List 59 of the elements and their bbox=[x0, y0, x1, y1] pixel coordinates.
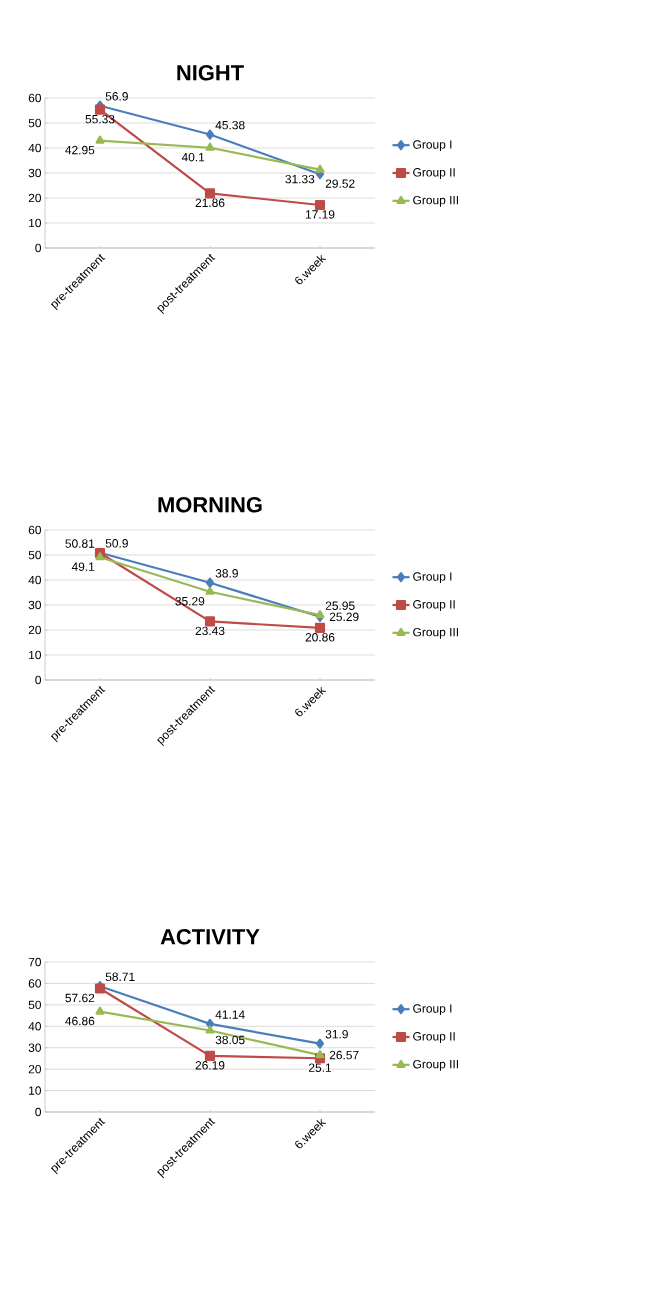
chart-title: ACTIVITY bbox=[160, 928, 260, 945]
data-label: 21.86 bbox=[195, 198, 225, 208]
y-tick-label: 40 bbox=[28, 143, 42, 153]
data-label: 23.43 bbox=[195, 626, 225, 636]
y-tick-label: 60 bbox=[28, 525, 42, 535]
data-label: 40.1 bbox=[181, 152, 205, 162]
legend-label: Group I bbox=[413, 140, 452, 152]
data-label: 42.95 bbox=[65, 145, 95, 155]
y-tick-label: 0 bbox=[35, 675, 42, 685]
y-tick-label: 10 bbox=[29, 1086, 42, 1095]
data-label: 17.19 bbox=[305, 210, 335, 219]
y-tick-label: 10 bbox=[29, 650, 42, 660]
y-tick-label: 40 bbox=[28, 1022, 42, 1031]
y-tick-label: 40 bbox=[28, 575, 42, 585]
chart-title: NIGHT bbox=[177, 64, 244, 81]
y-tick-label: 20 bbox=[28, 625, 42, 635]
y-tick-label: 0 bbox=[35, 1107, 42, 1117]
chart-title: MORNING bbox=[158, 496, 262, 513]
data-label: 29.52 bbox=[325, 179, 355, 188]
data-label: 38.9 bbox=[215, 569, 238, 578]
data-label: 49.1 bbox=[71, 562, 95, 571]
data-label: 57.62 bbox=[65, 993, 95, 1003]
y-tick-label: 10 bbox=[29, 218, 42, 228]
y-tick-label: 60 bbox=[28, 93, 42, 103]
y-tick-label: 20 bbox=[28, 1064, 42, 1074]
legend-label: Group III bbox=[413, 195, 458, 207]
data-label: 25.29 bbox=[329, 612, 359, 622]
data-label: 31.33 bbox=[285, 174, 315, 184]
data-label: 45.38 bbox=[215, 120, 245, 130]
legend-label: Group II bbox=[413, 1032, 455, 1043]
y-tick-label: 30 bbox=[28, 168, 42, 178]
data-label: 41.14 bbox=[215, 1010, 245, 1019]
y-tick-label: 50 bbox=[28, 118, 42, 128]
data-label: 56.9 bbox=[105, 92, 128, 101]
data-label: 26.19 bbox=[195, 1061, 225, 1070]
data-label: 25.1 bbox=[308, 1063, 332, 1072]
data-label: 20.86 bbox=[305, 633, 335, 642]
legend-label: Group III bbox=[413, 1059, 458, 1071]
legend-label: Group I bbox=[413, 572, 452, 584]
data-label: 50.9 bbox=[105, 539, 128, 548]
data-label: 38.05 bbox=[215, 1035, 245, 1045]
y-tick-label: 30 bbox=[28, 1043, 42, 1052]
y-tick-label: 20 bbox=[28, 193, 42, 203]
legend-label: Group II bbox=[413, 600, 455, 611]
y-tick-label: 60 bbox=[28, 979, 42, 988]
data-label: 25.95 bbox=[325, 601, 355, 610]
data-label: 46.86 bbox=[65, 1016, 95, 1026]
y-tick-label: 50 bbox=[28, 1000, 42, 1010]
y-tick-label: 30 bbox=[28, 600, 42, 610]
legend-label: Group II bbox=[413, 168, 455, 179]
y-tick-label: 0 bbox=[35, 243, 42, 253]
data-label: 58.71 bbox=[105, 972, 135, 981]
data-label: 31.9 bbox=[325, 1029, 348, 1039]
data-label: 50.81 bbox=[65, 539, 95, 548]
legend-label: Group III bbox=[413, 627, 458, 639]
data-label: 26.57 bbox=[329, 1050, 359, 1060]
legend-label: Group I bbox=[413, 1004, 452, 1016]
y-tick-label: 50 bbox=[28, 550, 42, 560]
y-tick-label: 70 bbox=[28, 957, 42, 967]
